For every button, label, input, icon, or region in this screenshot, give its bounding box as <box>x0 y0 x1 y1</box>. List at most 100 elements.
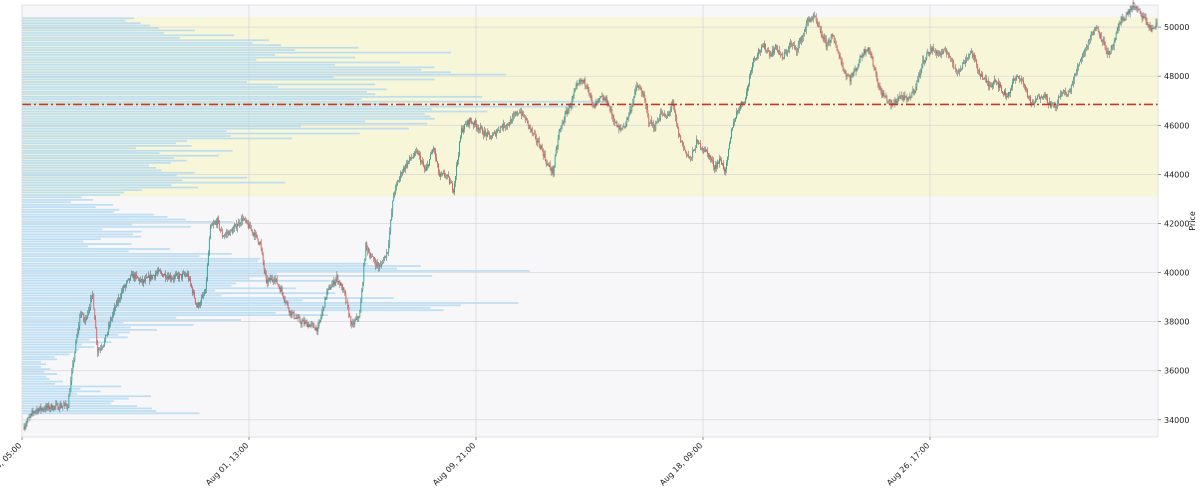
candle-body <box>586 85 588 87</box>
candle-body <box>545 159 547 165</box>
candle-body <box>198 302 200 306</box>
candle-body <box>188 278 190 280</box>
candle-body <box>158 269 159 272</box>
candle-body <box>506 123 508 127</box>
candle-body <box>256 234 258 239</box>
candle-body <box>470 121 472 124</box>
candle-body <box>800 38 802 42</box>
candle-body <box>837 51 839 53</box>
candle-body <box>313 324 315 328</box>
volume-profile-bar <box>22 253 232 255</box>
volume-profile-bar <box>22 302 519 304</box>
candle-body <box>1054 106 1056 108</box>
candle-body <box>843 70 845 72</box>
candle-body <box>1106 51 1108 54</box>
candle-body <box>1031 102 1033 104</box>
candle-body <box>43 409 45 410</box>
candle-body <box>65 402 67 405</box>
candle-body <box>677 123 679 128</box>
candle-body <box>455 176 456 183</box>
candle-body <box>1139 9 1141 12</box>
candle-body <box>827 40 829 43</box>
candle-body <box>491 135 493 139</box>
candle-body <box>522 111 524 117</box>
candle-body <box>569 105 571 108</box>
volume-profile-bar <box>22 91 368 93</box>
candle-body <box>354 320 356 325</box>
candle-body <box>1055 107 1057 108</box>
candle-body <box>1092 34 1094 36</box>
candle-body <box>604 98 606 101</box>
candle-body <box>384 255 386 259</box>
candle-body <box>130 275 132 281</box>
candle-body <box>505 126 507 127</box>
candle-body <box>570 105 572 108</box>
candle-body <box>464 124 466 125</box>
volume-profile-bar <box>22 44 281 47</box>
candle-body <box>286 301 288 304</box>
candles-layer <box>23 0 1158 432</box>
candle-body <box>652 123 654 125</box>
volume-profile-bar <box>22 307 431 309</box>
volume-profile-bar <box>22 400 114 403</box>
candle-body <box>1065 93 1067 97</box>
candle-body <box>189 278 191 284</box>
candle-body <box>477 127 479 130</box>
candle-body <box>731 129 732 139</box>
candle-body <box>370 256 372 258</box>
candle-body <box>608 105 610 107</box>
candle-body <box>334 281 336 285</box>
candle-body <box>978 69 980 71</box>
candle-body <box>788 45 790 50</box>
candle-body <box>535 135 537 141</box>
candle-body <box>1123 18 1125 21</box>
candle-body <box>490 138 492 139</box>
candle-body <box>212 223 214 226</box>
candle-body <box>566 111 568 114</box>
candle-body <box>646 105 648 110</box>
candle-body <box>262 253 264 263</box>
candle-body <box>181 273 183 278</box>
candle-body <box>416 151 418 152</box>
volume-profile-bar <box>22 255 200 258</box>
candle-body <box>1098 30 1100 35</box>
candle-body <box>846 75 848 77</box>
candle-body <box>444 172 445 176</box>
candle-body <box>579 80 581 84</box>
volume-profile-bar <box>22 412 200 415</box>
candle-body <box>549 164 551 169</box>
candle-body <box>337 275 339 283</box>
candle-body <box>467 120 469 125</box>
candle-body <box>595 103 597 104</box>
candle-body <box>711 159 713 161</box>
candle-body <box>818 25 820 28</box>
candle-body <box>293 311 295 318</box>
candle-body <box>1007 96 1008 98</box>
y-tick-label: 40000 <box>1164 269 1189 278</box>
candle-body <box>1134 7 1136 9</box>
candle-body <box>886 97 888 102</box>
candle-body <box>518 112 520 114</box>
candle-body <box>990 85 992 86</box>
candle-body <box>304 321 306 324</box>
candle-body <box>1033 102 1035 104</box>
candle-body <box>1047 102 1049 105</box>
candle-body <box>757 50 759 56</box>
candle-body <box>119 298 121 299</box>
candle-body <box>50 404 52 409</box>
volume-profile-bar <box>22 392 78 395</box>
candle-body <box>972 50 974 57</box>
candle-body <box>225 232 227 235</box>
volume-profile-bar <box>22 76 334 79</box>
candle-body <box>937 51 939 53</box>
candle-body <box>747 84 749 88</box>
candle-body <box>698 140 700 144</box>
candle-body <box>162 273 163 277</box>
candle-body <box>644 94 646 101</box>
volume-profile-bar <box>22 235 142 238</box>
candle-body <box>1073 75 1075 81</box>
candle-body <box>93 293 95 309</box>
candle-body <box>643 94 645 97</box>
candle-body <box>364 259 366 266</box>
candle-body <box>326 291 328 299</box>
